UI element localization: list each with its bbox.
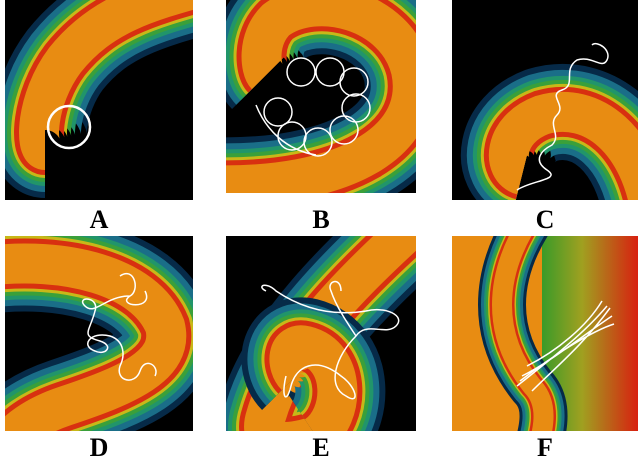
wave-band [489,91,638,200]
trajectory [277,121,307,151]
panel [5,0,193,200]
panel-label: D [90,433,109,461]
panel [5,236,193,431]
trajectory [286,57,316,87]
panel-label: F [537,433,553,461]
trajectory [46,104,92,150]
panel [226,0,416,193]
wave-band [492,236,554,431]
trajectory [516,43,609,191]
trajectory [329,115,359,145]
panel [226,236,416,431]
panel-label: B [312,205,329,234]
panel-label: C [536,205,555,234]
trajectory [261,280,400,400]
panel-label: E [312,433,329,461]
trajectory [516,300,615,392]
wave-band [269,325,358,431]
wave-band [5,243,187,431]
wave-band [226,0,416,193]
panel-label: A [90,205,109,234]
trajectory [255,104,317,156]
trajectory [263,97,293,127]
wave-band [19,0,193,170]
panel [452,0,638,200]
trajectory [339,67,369,97]
trajectory [82,273,157,381]
panel [452,236,638,431]
